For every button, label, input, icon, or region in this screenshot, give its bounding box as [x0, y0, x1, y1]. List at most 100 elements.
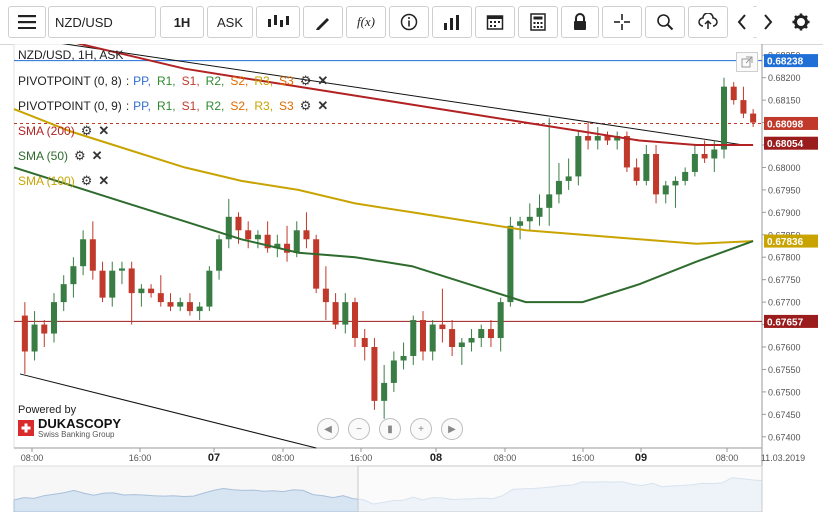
- draw-pencil-icon[interactable]: [303, 6, 343, 38]
- candles: [21, 77, 757, 419]
- close-icon[interactable]: ✕: [317, 73, 329, 88]
- candle-down: [303, 230, 310, 240]
- gear-icon[interactable]: ⚙: [80, 123, 93, 138]
- candle-down: [322, 288, 329, 303]
- function-icon[interactable]: f(x): [346, 6, 386, 38]
- close-icon[interactable]: ✕: [317, 98, 329, 113]
- close-icon[interactable]: ✕: [98, 123, 110, 138]
- arrow-right-icon[interactable]: [755, 6, 781, 38]
- reset-icon[interactable]: ▮: [379, 418, 401, 440]
- brand-tagline: Swiss Banking Group: [38, 430, 115, 439]
- legend-pivot-9-colon: :: [125, 99, 130, 113]
- upload-icon[interactable]: [688, 6, 728, 38]
- candle-up: [614, 136, 621, 141]
- legend-title: NZD/USD, 1H, ASK: [18, 48, 124, 62]
- hamburger-menu-icon[interactable]: [8, 6, 46, 38]
- candle-down: [419, 320, 426, 352]
- indicators-icon[interactable]: [432, 6, 472, 38]
- trend-lines: [19, 44, 744, 449]
- candle-up: [400, 355, 407, 361]
- candle-down: [487, 329, 494, 339]
- lock-icon[interactable]: [561, 6, 599, 38]
- price-tick-label: 0.67800: [768, 253, 801, 263]
- level-r3: R3,: [254, 99, 274, 113]
- candle-up: [381, 382, 388, 401]
- candle-down: [264, 234, 271, 249]
- gear-icon[interactable]: ⚙: [299, 98, 312, 113]
- instrument-selector[interactable]: NZD/USD: [48, 6, 156, 38]
- level-r3: R3,: [254, 74, 274, 88]
- level-r1: R1,: [156, 74, 176, 88]
- sma-lines: [13, 44, 754, 304]
- candle-up: [507, 225, 514, 303]
- chart-type-icon[interactable]: [256, 6, 300, 38]
- navigator-window: [357, 465, 763, 512]
- time-tick-label: 16:00: [572, 453, 595, 463]
- candle-up: [216, 239, 223, 271]
- instrument-label: NZD/USD: [55, 14, 113, 30]
- candle-up: [118, 268, 125, 271]
- level-s2: S2,: [230, 99, 249, 113]
- navigator-strip[interactable]: [13, 465, 763, 512]
- gear-icon[interactable]: [786, 6, 816, 38]
- price-label-bg: [764, 234, 818, 248]
- time-tick-label: 09: [635, 452, 647, 464]
- level-s1: S1,: [181, 74, 200, 88]
- price-label-bg: [764, 136, 818, 150]
- candle-up: [575, 136, 582, 177]
- popout-icon[interactable]: [736, 52, 758, 72]
- price-label-text: 0.67657: [767, 317, 804, 328]
- scroll-right-icon[interactable]: ▶: [441, 418, 463, 440]
- candle-up: [478, 329, 485, 339]
- candle-down: [439, 324, 446, 330]
- candle-up: [526, 216, 533, 222]
- price-side-selector[interactable]: ASK: [207, 6, 253, 38]
- level-pp: PP,: [133, 99, 151, 113]
- close-icon[interactable]: ✕: [91, 148, 103, 163]
- price-label-text: 0.68054: [767, 139, 804, 150]
- trend-line: [61, 44, 744, 146]
- candle-up: [254, 234, 261, 240]
- arrow-left-icon[interactable]: [729, 6, 755, 38]
- candle-up: [517, 221, 524, 226]
- candle-up: [662, 185, 669, 195]
- zoom-icon[interactable]: [645, 6, 685, 38]
- candle-up: [429, 324, 436, 352]
- price-label-bg: [764, 314, 818, 328]
- gear-icon[interactable]: ⚙: [299, 73, 312, 88]
- candle-down: [186, 302, 193, 312]
- price-chart[interactable]: 0.682500.682000.681500.681000.680500.680…: [0, 44, 823, 512]
- sma-100-line: [13, 108, 754, 245]
- time-tick-label: 08: [430, 452, 442, 464]
- price-tick-label: 0.67400: [768, 432, 801, 442]
- candle-up: [274, 243, 281, 249]
- crosshair-icon[interactable]: [602, 6, 642, 38]
- candle-down: [449, 329, 456, 347]
- candle-down: [21, 315, 28, 352]
- info-icon[interactable]: [389, 6, 429, 38]
- calculator-icon[interactable]: [518, 6, 558, 38]
- legend-pivot-8-name: PIVOTPOINT (0, 8): [18, 74, 122, 88]
- candle-up: [546, 194, 553, 208]
- price-tick-label: 0.67450: [768, 410, 801, 420]
- zoom-in-icon[interactable]: +: [410, 418, 432, 440]
- gear-icon[interactable]: ⚙: [80, 173, 93, 188]
- zoom-out-icon[interactable]: −: [348, 418, 370, 440]
- candle-down: [623, 136, 630, 168]
- price-label-bg: [764, 54, 818, 68]
- price-tick-label: 0.67500: [768, 387, 801, 397]
- level-s2: S2,: [230, 74, 249, 88]
- price-label-text: 0.68238: [767, 57, 804, 68]
- scroll-left-icon[interactable]: ◀: [317, 418, 339, 440]
- candle-up: [109, 270, 116, 298]
- legend-sma-200-label: SMA (200): [18, 124, 75, 138]
- legend-sma-200: SMA (200) ⚙ ✕: [18, 123, 109, 139]
- period-selector[interactable]: 1H: [160, 6, 204, 38]
- gear-icon[interactable]: ⚙: [74, 148, 86, 163]
- close-icon[interactable]: ✕: [98, 173, 110, 188]
- candle-down: [750, 113, 757, 123]
- calendar-icon[interactable]: [475, 6, 515, 38]
- candle-up: [721, 86, 728, 150]
- price-tick-label: 0.67700: [768, 298, 801, 308]
- candle-up: [682, 171, 689, 181]
